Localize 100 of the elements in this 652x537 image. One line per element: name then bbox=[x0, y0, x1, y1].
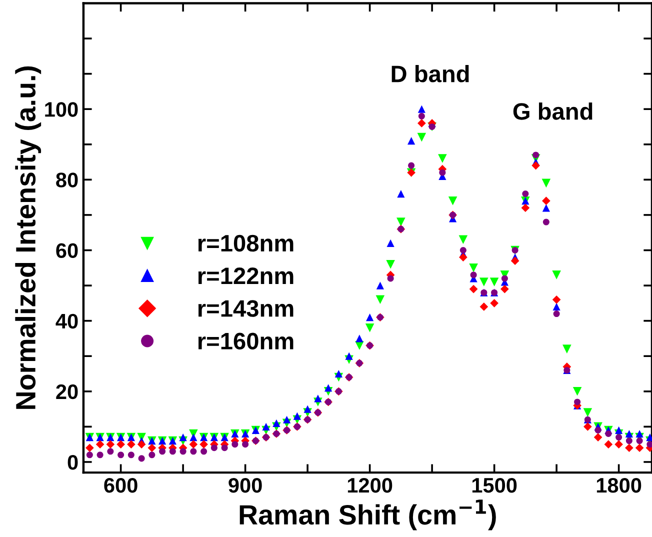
point bbox=[459, 253, 468, 262]
point bbox=[583, 408, 592, 417]
point bbox=[500, 284, 509, 294]
point bbox=[365, 323, 374, 332]
point bbox=[386, 239, 394, 247]
x-tick-label: 1500 bbox=[472, 478, 517, 493]
point bbox=[137, 440, 146, 448]
point bbox=[614, 426, 623, 434]
point bbox=[469, 284, 478, 294]
point bbox=[458, 235, 468, 244]
point bbox=[387, 275, 394, 282]
point bbox=[190, 448, 197, 455]
point bbox=[272, 419, 280, 427]
point bbox=[480, 278, 488, 286]
point bbox=[118, 452, 124, 458]
point bbox=[304, 405, 312, 413]
point bbox=[232, 441, 238, 448]
point bbox=[572, 387, 582, 396]
point bbox=[221, 444, 228, 452]
point bbox=[128, 452, 134, 458]
point bbox=[418, 119, 426, 128]
legend-label: r=108nm bbox=[198, 234, 294, 252]
x-tick-label: 600 bbox=[104, 478, 138, 493]
point bbox=[408, 162, 415, 169]
point bbox=[417, 132, 426, 142]
point bbox=[397, 190, 405, 198]
point bbox=[470, 272, 477, 278]
point bbox=[635, 444, 644, 452]
y-axis-title: Normalized Intensity (a.u.) bbox=[15, 66, 42, 409]
point bbox=[159, 448, 166, 455]
point bbox=[86, 452, 93, 458]
point bbox=[366, 313, 374, 322]
point bbox=[180, 448, 186, 455]
point bbox=[469, 263, 478, 272]
point bbox=[510, 256, 520, 265]
point bbox=[438, 154, 447, 163]
point bbox=[626, 438, 632, 444]
point bbox=[106, 440, 115, 448]
point bbox=[616, 434, 622, 441]
x-tick-label: 1800 bbox=[596, 478, 642, 493]
point bbox=[293, 412, 301, 420]
point bbox=[625, 430, 633, 438]
point bbox=[107, 448, 114, 455]
point bbox=[604, 440, 613, 448]
point bbox=[552, 270, 561, 280]
point bbox=[542, 204, 550, 212]
annotation: D band bbox=[392, 64, 469, 82]
point bbox=[460, 246, 466, 254]
point bbox=[86, 444, 94, 452]
point bbox=[314, 394, 322, 402]
y-tick-label: 40 bbox=[56, 314, 78, 329]
point bbox=[356, 334, 364, 342]
point bbox=[96, 452, 104, 458]
point bbox=[542, 178, 551, 188]
point bbox=[96, 440, 104, 448]
point bbox=[345, 352, 353, 360]
point bbox=[418, 105, 426, 113]
y-tick-label: 100 bbox=[45, 102, 78, 117]
point bbox=[376, 282, 384, 290]
point bbox=[418, 112, 425, 120]
point bbox=[532, 152, 540, 158]
point bbox=[636, 438, 643, 444]
point bbox=[646, 441, 652, 448]
point bbox=[605, 430, 612, 437]
point bbox=[200, 440, 208, 448]
point bbox=[138, 455, 145, 462]
point bbox=[553, 310, 560, 318]
point bbox=[148, 444, 156, 452]
point bbox=[386, 260, 395, 269]
point bbox=[614, 440, 623, 448]
point bbox=[501, 275, 508, 282]
y-tick-label: 0 bbox=[68, 454, 78, 470]
point bbox=[584, 422, 592, 431]
point bbox=[283, 416, 291, 424]
point bbox=[490, 278, 499, 286]
point bbox=[116, 440, 125, 448]
point bbox=[169, 448, 176, 455]
point bbox=[636, 430, 644, 438]
legend-label: r=143nm bbox=[198, 300, 294, 317]
x-axis-title: Raman Shift (cm$^{−1}$) bbox=[240, 500, 496, 530]
point bbox=[376, 295, 385, 304]
point bbox=[552, 302, 560, 311]
y-tick-label: 80 bbox=[56, 172, 78, 188]
point bbox=[542, 196, 550, 206]
y-tick-label: 20 bbox=[56, 384, 78, 400]
point bbox=[334, 370, 342, 378]
point bbox=[189, 440, 198, 448]
legend-label: r=122nm bbox=[198, 268, 294, 284]
point bbox=[210, 444, 218, 452]
point bbox=[490, 299, 498, 308]
point bbox=[190, 433, 198, 442]
point bbox=[574, 398, 581, 406]
legend-label: r=160nm bbox=[198, 332, 294, 350]
x-tick-label: 900 bbox=[228, 478, 262, 493]
point bbox=[552, 295, 561, 304]
point bbox=[594, 426, 602, 434]
point bbox=[396, 218, 406, 226]
point bbox=[594, 433, 602, 442]
point bbox=[532, 161, 540, 170]
point bbox=[262, 422, 270, 430]
